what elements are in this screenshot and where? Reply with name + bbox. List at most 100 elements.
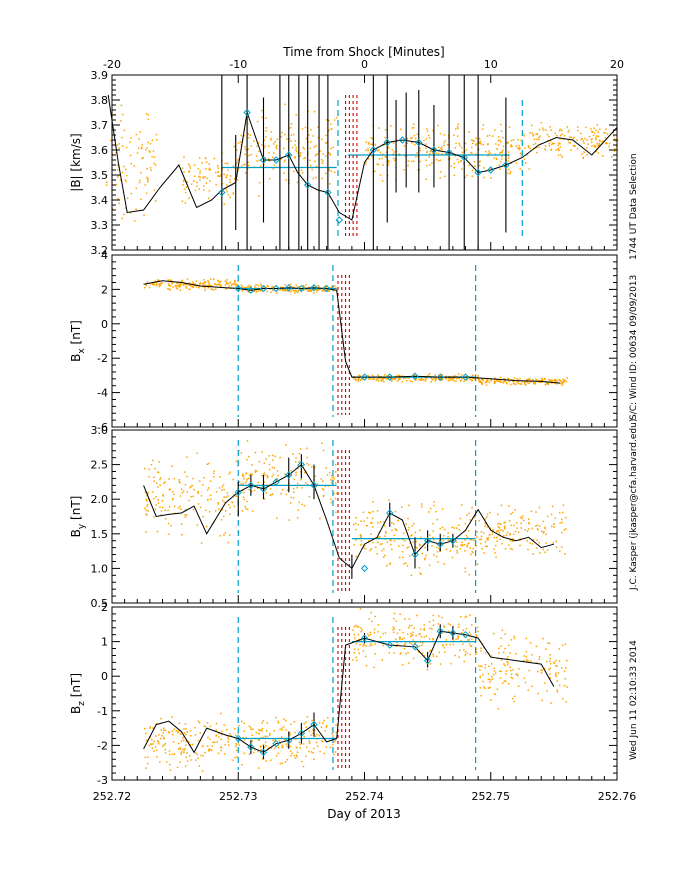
data-point <box>547 382 550 384</box>
data-point <box>484 525 486 527</box>
data-point <box>224 743 226 746</box>
data-point <box>178 722 181 724</box>
data-point <box>467 639 469 641</box>
data-point <box>251 473 254 476</box>
data-point <box>355 378 357 380</box>
data-point <box>175 287 178 289</box>
data-point <box>546 382 549 384</box>
data-point <box>268 160 271 162</box>
data-point <box>297 509 300 511</box>
data-point <box>399 377 401 380</box>
data-point <box>276 138 279 141</box>
data-point <box>536 539 538 542</box>
data-point <box>357 626 360 628</box>
data-point <box>424 557 426 559</box>
data-point <box>300 152 302 154</box>
data-point <box>296 755 298 758</box>
data-point <box>325 119 328 121</box>
data-point <box>550 129 552 132</box>
data-point <box>485 384 488 386</box>
data-point <box>241 286 244 288</box>
data-point <box>487 537 490 539</box>
data-point <box>275 754 278 757</box>
data-point <box>534 383 537 385</box>
data-point <box>367 540 370 542</box>
data-point <box>438 615 440 617</box>
data-point <box>253 140 255 142</box>
data-point <box>409 555 411 557</box>
data-line-bx <box>143 280 561 384</box>
data-point <box>146 176 148 179</box>
data-point <box>160 717 162 720</box>
data-point <box>554 132 557 135</box>
data-point <box>499 677 502 679</box>
data-point <box>410 624 413 627</box>
data-point <box>285 493 288 496</box>
data-point <box>232 192 234 195</box>
data-point <box>291 146 294 149</box>
data-point <box>105 184 108 186</box>
data-point <box>188 499 190 502</box>
data-point <box>226 162 229 165</box>
data-point <box>503 663 505 665</box>
data-point <box>294 460 297 463</box>
data-point <box>301 288 304 291</box>
data-point <box>439 527 442 530</box>
data-point <box>487 152 490 155</box>
data-point <box>542 637 544 640</box>
data-point <box>432 152 434 154</box>
data-point <box>328 151 330 154</box>
data-point <box>425 378 427 381</box>
data-point <box>176 282 178 285</box>
data-point <box>412 541 414 544</box>
data-point <box>457 626 460 628</box>
data-point <box>232 494 235 496</box>
data-point <box>193 175 196 177</box>
data-point <box>566 686 568 688</box>
data-point <box>182 179 185 181</box>
data-point <box>553 379 555 382</box>
data-point <box>242 475 245 478</box>
data-point <box>441 148 443 151</box>
data-point <box>171 281 174 284</box>
data-point <box>513 637 516 640</box>
data-point <box>177 748 180 750</box>
data-point <box>125 146 128 149</box>
data-point <box>441 508 444 510</box>
data-point <box>250 490 253 493</box>
data-point <box>209 748 212 751</box>
data-point <box>261 451 263 453</box>
data-point <box>363 644 365 646</box>
data-point <box>314 466 316 469</box>
data-point <box>553 523 555 526</box>
data-point <box>152 727 154 729</box>
data-point <box>245 737 247 739</box>
data-point <box>570 136 572 139</box>
data-point <box>384 554 386 557</box>
data-point <box>206 745 209 747</box>
data-point <box>534 382 536 384</box>
data-point <box>396 529 398 532</box>
data-point <box>264 145 267 147</box>
data-point <box>225 184 228 186</box>
data-point <box>157 486 159 488</box>
data-point <box>479 669 481 671</box>
data-point <box>274 747 276 750</box>
data-point <box>298 452 301 455</box>
data-point <box>567 139 569 141</box>
data-point <box>471 379 473 382</box>
data-point <box>265 127 268 129</box>
data-point <box>272 286 275 288</box>
data-point <box>354 637 356 639</box>
data-point <box>192 282 195 285</box>
data-point <box>184 202 187 204</box>
data-point <box>324 485 326 488</box>
data-point <box>144 184 147 186</box>
data-point <box>277 722 280 724</box>
data-marker <box>272 284 280 293</box>
data-point <box>482 124 485 126</box>
data-point <box>551 142 554 145</box>
data-point <box>258 289 261 291</box>
data-point <box>403 618 406 620</box>
data-point <box>307 483 309 486</box>
